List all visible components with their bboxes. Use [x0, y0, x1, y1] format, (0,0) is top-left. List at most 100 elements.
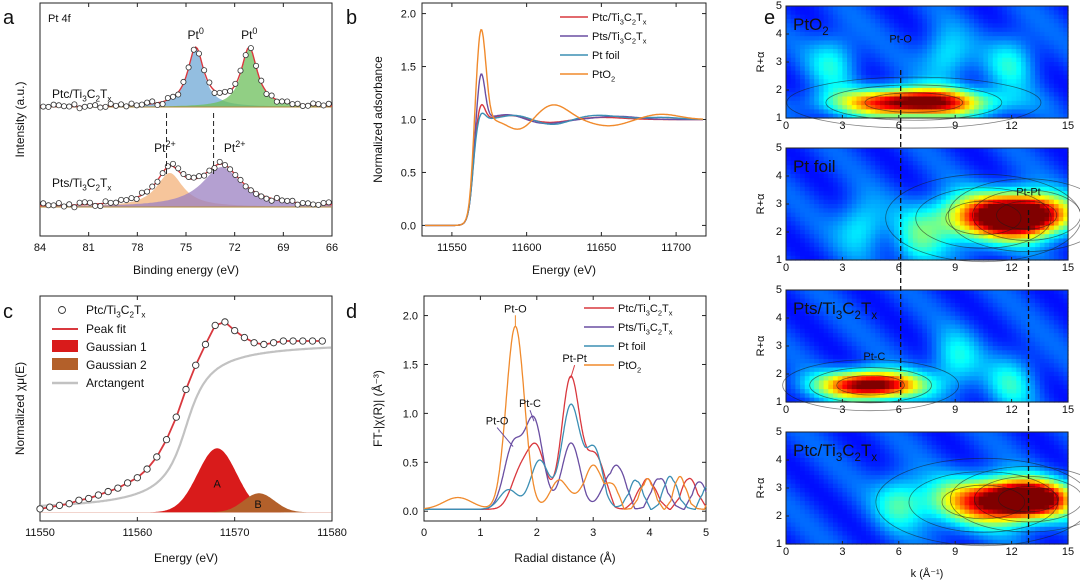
heatmap-cell	[894, 363, 900, 369]
heatmap-cell	[1063, 6, 1069, 11]
heatmap-cell	[823, 62, 829, 67]
heatmap-cell	[1058, 169, 1064, 175]
data-point	[192, 361, 200, 369]
heatmap-cell	[1039, 6, 1046, 11]
heatmap-cell	[1011, 208, 1017, 214]
heatmap-cell	[1058, 105, 1064, 110]
heatmap-cell	[969, 324, 975, 330]
heatmap-cell	[1039, 234, 1046, 240]
xps-data-point	[211, 89, 218, 96]
heatmap-cell	[894, 70, 900, 76]
heatmap-cell	[983, 324, 989, 330]
heatmap-cell	[1058, 6, 1064, 11]
heatmap-cell	[974, 62, 980, 67]
heatmap-cell	[847, 105, 853, 110]
heatmap-cell	[1021, 105, 1027, 110]
heatmap-cell	[1002, 298, 1008, 304]
heatmap-cell	[941, 182, 947, 188]
heatmap-cell	[955, 74, 961, 80]
label-part: Ptc/Ti	[618, 303, 646, 315]
xps-data-point	[263, 90, 270, 97]
heatmap-cell	[1058, 44, 1064, 50]
heatmap-cell	[898, 83, 905, 89]
heatmap-cell	[1025, 14, 1031, 20]
heatmap-cell	[969, 10, 975, 16]
heatmap-cell	[889, 380, 895, 386]
heatmap-cell	[814, 255, 820, 261]
heatmap-cell	[1058, 212, 1064, 218]
heatmap-cell	[865, 87, 872, 93]
heatmap-cell	[1025, 148, 1031, 153]
heatmap-cell	[964, 92, 970, 98]
heatmap-cell	[1021, 371, 1027, 377]
heatmap-cell	[917, 70, 923, 76]
heatmap-cell	[804, 333, 811, 338]
heatmap-cell	[875, 105, 881, 110]
heatmap-cell	[955, 204, 961, 209]
heatmap-cell	[889, 40, 895, 46]
heatmap-cell	[790, 384, 796, 390]
heatmap-cell	[786, 358, 792, 364]
heatmap-cell	[941, 57, 947, 63]
heatmap-cell	[978, 328, 984, 334]
heatmap-cell	[880, 333, 886, 338]
heatmap-cell	[842, 169, 848, 175]
heatmap-cell	[880, 87, 886, 93]
heatmap-cell	[955, 208, 961, 214]
heatmap-cell	[1011, 380, 1017, 386]
heatmap-cell	[856, 57, 862, 63]
heatmap-cell	[1063, 105, 1069, 110]
heatmap-cell	[1006, 109, 1013, 115]
heatmap-cell	[969, 182, 975, 188]
heatmap-cell	[1006, 341, 1013, 347]
heatmap-cell	[1006, 298, 1013, 304]
heatmap-cell	[870, 384, 876, 390]
y-axis-label: Normalized χμ(E)	[13, 362, 27, 455]
heatmap-cell	[884, 315, 890, 321]
heatmap-cell	[889, 324, 895, 330]
heatmap-cell	[790, 363, 796, 369]
heatmap-cell	[884, 247, 890, 252]
legend-label: Gaussian 2	[86, 358, 147, 372]
heatmap-cell	[790, 212, 796, 218]
heatmap-cell	[828, 186, 834, 192]
heatmap-cell	[941, 53, 947, 59]
heatmap-cell	[851, 152, 858, 158]
heatmap-cell	[842, 380, 848, 386]
heatmap-cell	[875, 234, 881, 240]
heatmap-cell	[1025, 221, 1031, 227]
heatmap-cell	[786, 307, 792, 313]
heatmap-cell	[814, 105, 820, 110]
heatmap-cell	[1063, 221, 1069, 227]
heatmap-cell	[1016, 40, 1022, 46]
heatmap-cell	[894, 307, 900, 313]
heatmap-cell	[814, 376, 820, 382]
heatmap-cell	[903, 204, 909, 209]
heatmap-cell	[1039, 384, 1046, 390]
heatmap-cell	[804, 195, 811, 201]
heatmap-cell	[795, 74, 801, 80]
heatmap-cell	[945, 178, 952, 184]
heatmap-cell	[842, 302, 848, 308]
heatmap-cell	[790, 165, 796, 171]
heatmap-cell	[1025, 36, 1031, 42]
heatmap-cell	[1016, 14, 1022, 20]
heatmap-cell	[889, 92, 895, 98]
heatmap-cell	[795, 169, 801, 175]
heatmap-cell	[818, 376, 825, 382]
heatmap-cell	[786, 18, 792, 24]
heatmap-cell	[974, 247, 980, 252]
heatmap-cell	[922, 182, 928, 188]
heatmap-cell	[936, 315, 942, 321]
y-tick-label: 5	[776, 0, 782, 12]
heatmap-cell	[969, 53, 975, 59]
heatmap-cell	[941, 315, 947, 321]
heatmap-cell	[823, 152, 829, 158]
heatmap-cell	[969, 294, 975, 300]
heatmap-cell	[880, 57, 886, 63]
heatmap-cell	[833, 333, 839, 338]
heatmap-cell	[804, 242, 811, 248]
heatmap-cell	[988, 169, 994, 175]
heatmap-cell	[795, 31, 801, 37]
heatmap-cell	[1035, 152, 1041, 158]
